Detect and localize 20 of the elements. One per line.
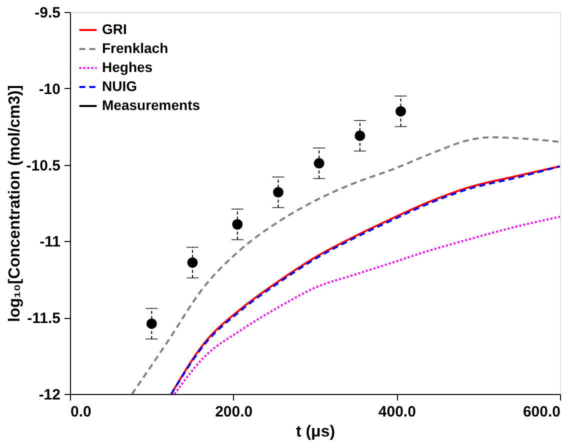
x-tick-label: 0.0	[70, 404, 92, 420]
x-tick-label: 400.0	[378, 404, 416, 420]
line-series	[170, 165, 560, 394]
x-tick-label: 600.0	[522, 404, 560, 420]
line-series	[131, 136, 560, 394]
legend-label: NUIG	[102, 78, 138, 94]
y-axis-title: log₁₀[Concentration (mol/cm3)]	[6, 85, 24, 322]
y-tick-label: -11	[40, 234, 60, 251]
legend-label: Measurements	[102, 97, 200, 113]
x-tick-label: 200.0	[215, 404, 253, 420]
y-tick-label: -10	[38, 80, 60, 98]
y-tick-label: -10.5	[26, 157, 60, 174]
legend-label: GRI	[102, 21, 127, 37]
legend-label: Frenklach	[102, 40, 168, 56]
y-tick-label: -9.5	[34, 4, 60, 22]
x-axis-title: t (μs)	[296, 424, 336, 440]
y-tick-label: -12	[38, 386, 60, 404]
line-series	[174, 216, 560, 394]
legend-label: Heghes	[102, 59, 153, 75]
y-tick-label: -11.5	[27, 310, 60, 328]
